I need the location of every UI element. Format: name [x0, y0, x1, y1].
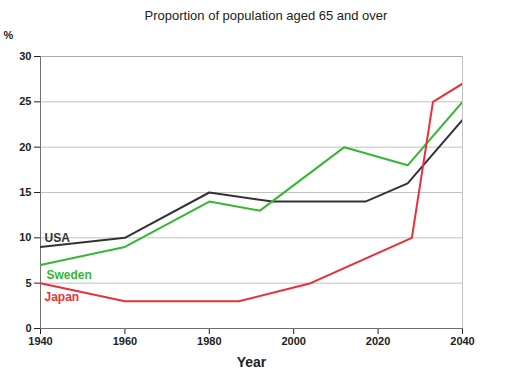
svg-text:Year: Year [237, 354, 267, 370]
svg-text:15: 15 [19, 186, 31, 198]
svg-text:Sweden: Sweden [47, 268, 92, 282]
svg-text:1940: 1940 [28, 335, 52, 347]
svg-text:30: 30 [19, 50, 31, 62]
svg-text:5: 5 [25, 277, 31, 289]
svg-text:1980: 1980 [197, 335, 221, 347]
svg-text:%: % [4, 29, 14, 41]
svg-text:USA: USA [45, 231, 71, 245]
svg-text:0: 0 [25, 322, 31, 334]
svg-text:2000: 2000 [281, 335, 305, 347]
svg-text:Japan: Japan [45, 290, 80, 304]
svg-text:1960: 1960 [113, 335, 137, 347]
svg-text:10: 10 [19, 231, 31, 243]
svg-text:20: 20 [19, 141, 31, 153]
svg-text:2040: 2040 [450, 335, 474, 347]
html-text:Proportion of population aged: Proportion of population aged 65 and ove… [144, 8, 388, 23]
svg-text:25: 25 [19, 95, 31, 107]
svg-text:2020: 2020 [366, 335, 390, 347]
